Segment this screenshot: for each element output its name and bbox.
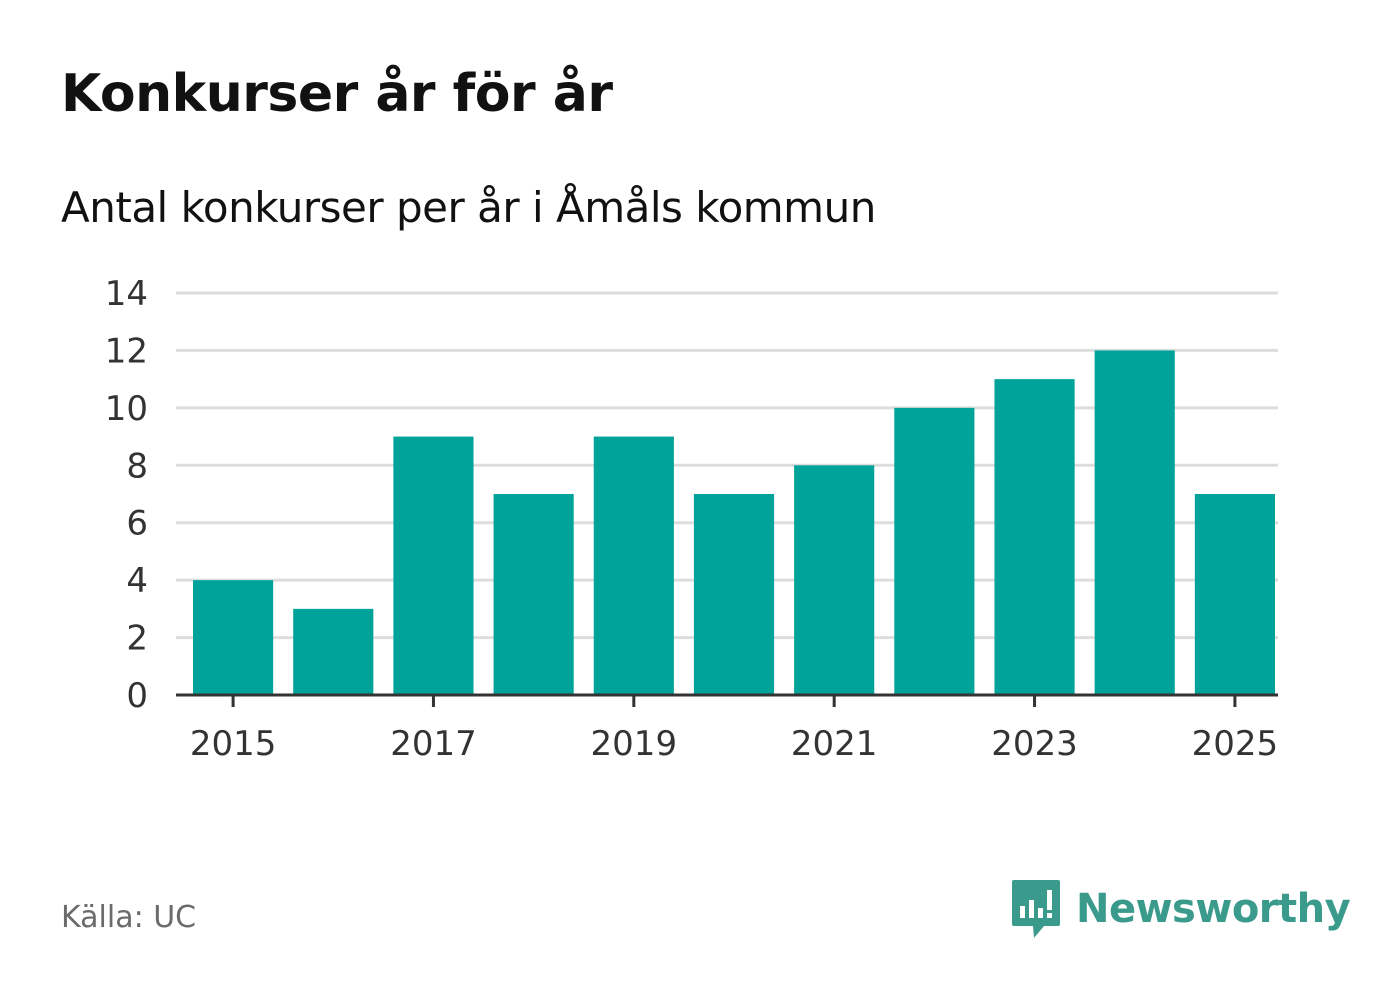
newsworthy-logo-icon xyxy=(1012,880,1060,938)
bar-2018 xyxy=(493,494,574,695)
bar-2017 xyxy=(393,436,474,695)
x-tick-label: 2015 xyxy=(190,724,277,764)
bar-2024 xyxy=(1094,350,1175,695)
y-tick-label: 14 xyxy=(105,274,148,314)
bar-2025 xyxy=(1194,494,1275,695)
bar-2019 xyxy=(593,436,674,695)
tick-labels: 0 2 4 6 8 10 12 14 2015 2017 2019 2021 2023 2025 xyxy=(105,274,1278,764)
y-tick-label: 8 xyxy=(126,446,148,486)
bar-2023 xyxy=(994,379,1075,695)
bars xyxy=(193,350,1275,695)
x-tick-label: 2023 xyxy=(991,724,1078,764)
bar-2020 xyxy=(693,494,775,695)
x-tick-label: 2025 xyxy=(1192,724,1279,764)
x-tick-label: 2019 xyxy=(591,724,678,764)
y-tick-label: 0 xyxy=(126,676,148,716)
y-tick-label: 6 xyxy=(126,504,148,544)
bar-2022 xyxy=(894,407,975,695)
bar-2015 xyxy=(193,580,274,695)
y-tick-label: 2 xyxy=(126,619,148,659)
source-note: Källa: UC xyxy=(61,900,197,935)
brand-name: Newsworthy xyxy=(1076,886,1351,932)
x-tick-label: 2021 xyxy=(791,724,878,764)
chart-subtitle: Antal konkurser per år i Åmåls kommun xyxy=(61,183,876,232)
bar-2021 xyxy=(794,465,875,695)
brand-logo: Newsworthy xyxy=(1010,878,1351,940)
axes xyxy=(176,693,1278,707)
x-tick-label: 2017 xyxy=(390,724,477,764)
y-tick-label: 10 xyxy=(105,389,148,429)
y-tick-label: 12 xyxy=(105,331,148,371)
bar-2016 xyxy=(293,608,374,695)
y-tick-label: 4 xyxy=(126,561,148,601)
chart-title: Konkurser år för år xyxy=(61,64,613,124)
